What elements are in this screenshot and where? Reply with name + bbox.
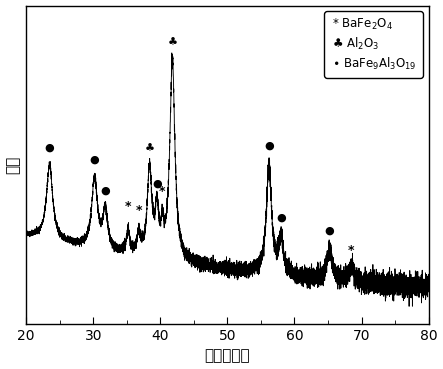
Text: ♣: ♣ <box>167 38 177 48</box>
Text: *: * <box>125 200 131 213</box>
Text: ●: ● <box>89 155 99 165</box>
Text: *: * <box>136 204 142 217</box>
Text: ●: ● <box>45 143 54 153</box>
Text: ●: ● <box>101 186 110 196</box>
Legend: $*\ \mathrm{BaFe_2O_4}$, $\clubsuit\ \mathrm{Al_2O_3}$, $\bullet\ \mathrm{BaFe_9: $*\ \mathrm{BaFe_2O_4}$, $\clubsuit\ \ma… <box>324 11 423 77</box>
Text: ●: ● <box>152 179 162 189</box>
Y-axis label: 强度: 强度 <box>6 156 20 174</box>
X-axis label: 角度（度）: 角度（度） <box>205 348 250 363</box>
Text: ●: ● <box>324 226 334 236</box>
Text: *: * <box>348 244 355 257</box>
Text: ●: ● <box>276 213 286 223</box>
Text: ♣: ♣ <box>144 144 155 154</box>
Text: ●: ● <box>264 141 274 151</box>
Text: *: * <box>159 185 166 198</box>
